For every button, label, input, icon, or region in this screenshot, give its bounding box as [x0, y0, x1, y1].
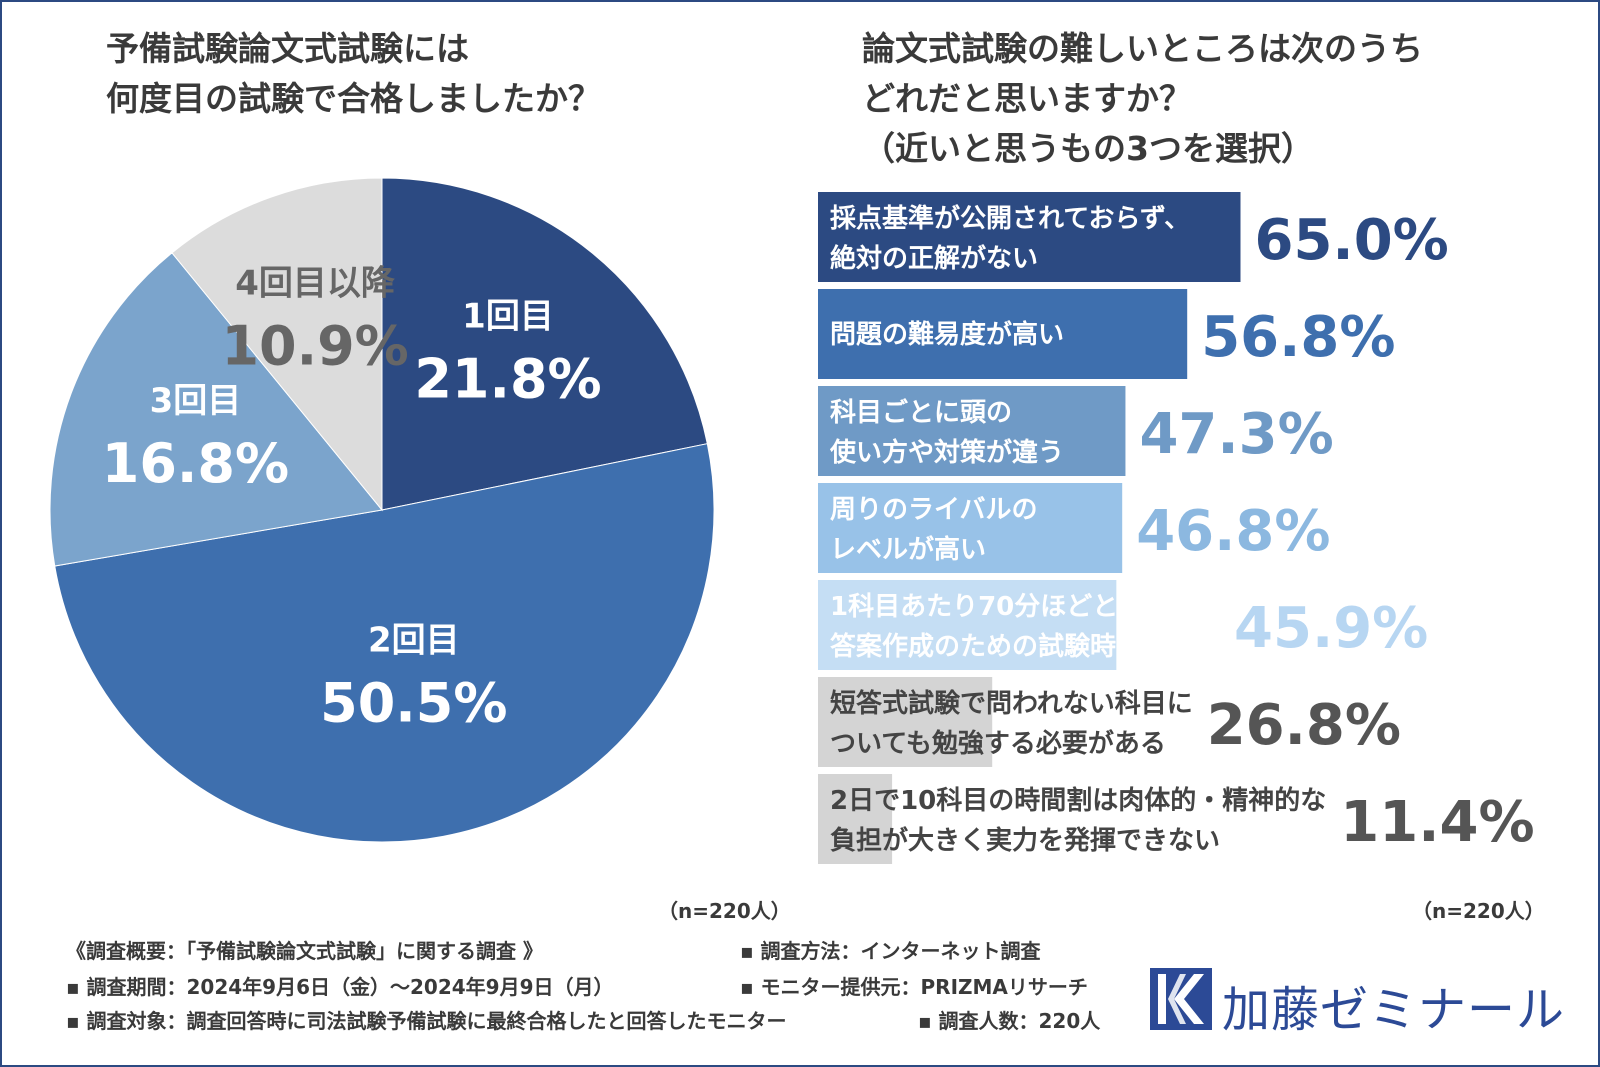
footer-provider: ▪ モニター提供元：PRIZMAリサーチ [740, 975, 1088, 999]
bar-label: 問題の難易度が高い [830, 319, 1064, 350]
bar [818, 289, 1188, 379]
pie-slice-value: 10.9% [221, 314, 408, 377]
bar-label: 短答式試験で問われない科目についても勉強する必要がある [830, 688, 1193, 759]
pie-slice [54, 443, 715, 843]
pie-slice-label: 4回目以降 [235, 263, 396, 303]
pie-slice [49, 252, 383, 567]
bar-sample-size-note: （n=220人） [1412, 899, 1545, 923]
pie-slice-label: 2回目 [368, 621, 460, 661]
bar-chart-title: 論文式試験の難しいところは次のうち どれだと思いますか？ （近いと思うもの3つを… [862, 29, 1423, 168]
bar [818, 192, 1241, 282]
pie-slice [171, 177, 383, 512]
bar-chart: 採点基準が公開されておらず、絶対の正解がない 65.0% 問題の難易度が高い 56.8… [818, 192, 1535, 864]
bar-value-label: 65.0% [1255, 208, 1449, 273]
bar-label: 周りのライバルのレベルが高い [830, 495, 1037, 565]
bar [818, 386, 1126, 476]
pie-sample-size-note: （n=220人） [658, 899, 791, 923]
logo-text: 加藤ゼミナール [1222, 982, 1566, 1038]
bar-label: 採点基準が公開されておらず、絶対の正解がない [830, 203, 1190, 274]
bar-label: 2日で10科目の時間割は肉体的・精神的な負担が大きく実力を発揮できない [830, 785, 1326, 856]
footer-period: ▪ 調査期間：2024年9月6日（金）～2024年9月9日（月） [66, 975, 614, 999]
bar-label: 1科目あたり70分ほどと答案作成のための試験時間が短い [830, 592, 1220, 662]
bar [818, 774, 893, 864]
logo-mark-icon [1150, 968, 1212, 1030]
footer-target: ▪ 調査対象：調査回答時に司法試験予備試験に最終合格したと回答したモニター [66, 1009, 787, 1033]
pie-slice [381, 177, 708, 511]
bar-value-label: 26.8% [1207, 693, 1401, 758]
logo: 加藤ゼミナール [1150, 968, 1564, 1038]
pie-slice-label: 1回目 [462, 297, 554, 337]
bar [818, 580, 1117, 670]
bar [818, 483, 1123, 573]
pie-slice-value: 21.8% [414, 348, 601, 411]
footer-count: ▪ 調査人数：220人 [918, 1009, 1101, 1033]
bar-label: 科目ごとに頭の使い方や対策が違う [829, 397, 1064, 468]
footer-method: ▪ 調査方法：インターネット調査 [740, 939, 1041, 963]
pie-slice-value: 50.5% [320, 672, 507, 735]
pie-chart-title: 予備試験論文式試験には 何度目の試験で合格しましたか？ [106, 29, 601, 118]
bar [818, 677, 993, 767]
bar-value-label: 47.3% [1139, 402, 1333, 467]
bar-value-label: 11.4% [1340, 790, 1534, 855]
footer-overview: 《調査概要：「予備試験論文式試験」に関する調査 》 [66, 939, 543, 963]
pie-chart: 1回目 21.8% 2回目 50.5% 3回目 16.8% 4回目以降 10.9% [49, 177, 715, 843]
bar-value-label: 45.9% [1234, 596, 1428, 661]
pie-slice-value: 16.8% [102, 432, 289, 495]
bar-value-label: 46.8% [1136, 499, 1330, 564]
pie-slice-label: 3回目 [150, 381, 242, 421]
bar-value-label: 56.8% [1201, 305, 1395, 370]
